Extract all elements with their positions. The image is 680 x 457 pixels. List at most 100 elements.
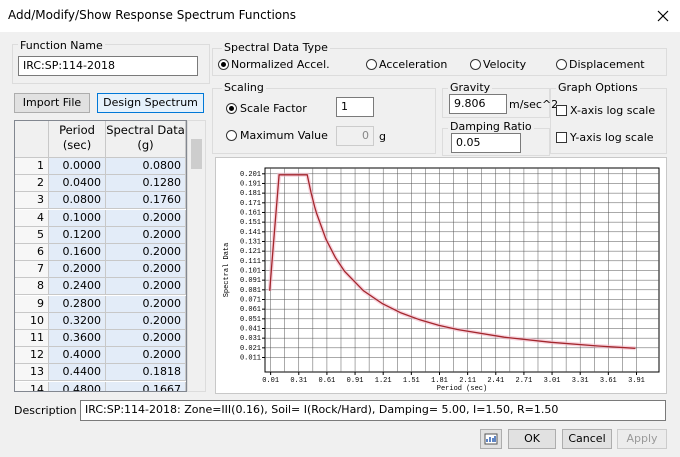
group-label: Spectral Data Type xyxy=(222,41,330,54)
table-cell: 0.0400 xyxy=(49,175,106,193)
table-cell: 9 xyxy=(15,295,49,313)
table-cell: 4 xyxy=(15,209,49,227)
y-tick-label: 0.201 xyxy=(240,171,261,179)
ok-button[interactable]: OK xyxy=(508,429,556,449)
unit-label: g xyxy=(379,130,386,143)
table-cell: 0.2800 xyxy=(49,295,106,313)
table-cell: 2 xyxy=(15,175,49,193)
table-cell: 0.2000 xyxy=(106,347,186,365)
checkbox[interactable] xyxy=(556,105,567,116)
damping-input[interactable]: 0.05 xyxy=(451,133,521,153)
x-tick-label: 0.01 xyxy=(262,377,279,385)
y-tick-label: 0.091 xyxy=(240,277,261,285)
chart-icon-button[interactable] xyxy=(480,429,502,449)
header-cell: Spectral Data (g) xyxy=(106,121,186,158)
x-axis-label: Period (sec) xyxy=(437,385,487,393)
gravity-group xyxy=(442,88,550,118)
design-spectrum-button[interactable]: Design Spectrum xyxy=(97,93,204,113)
radio-button[interactable] xyxy=(470,59,481,70)
radio-button[interactable] xyxy=(556,59,567,70)
y-tick-label: 0.021 xyxy=(240,345,261,353)
table-cell: 0.1760 xyxy=(106,192,186,210)
table-cell: 0.2000 xyxy=(106,330,186,347)
spectral-type-group xyxy=(212,48,667,76)
table-cell: 0.0800 xyxy=(106,158,186,175)
spectrum-line xyxy=(269,174,636,349)
option-label: Displacement xyxy=(569,58,645,71)
header-cell: Period (sec) xyxy=(49,121,106,158)
table-cell: 0.2000 xyxy=(106,312,186,330)
table-cell: 8 xyxy=(15,278,49,296)
function-name-input[interactable]: IRC:SP:114-2018 xyxy=(18,56,198,76)
table-cell: 12 xyxy=(15,347,49,365)
y-tick-label: 0.111 xyxy=(240,258,261,266)
group-label: Graph Options xyxy=(556,81,640,94)
option-label: Velocity xyxy=(483,58,527,71)
table-cell: 0.1667 xyxy=(106,381,186,391)
option-label: Acceleration xyxy=(379,58,448,71)
table-cell: 13 xyxy=(15,364,49,382)
radio-button[interactable] xyxy=(366,59,377,70)
header-text: Spectral Data xyxy=(106,123,185,137)
description-box: IRC:SP:114-2018: Zone=III(0.16), Soil= I… xyxy=(80,400,666,421)
table-cell: 10 xyxy=(15,312,49,330)
table-cell: 11 xyxy=(15,330,49,347)
group-label: Scaling xyxy=(222,81,266,94)
window-title: Add/Modify/Show Response Spectrum Functi… xyxy=(8,8,296,22)
radio-button[interactable] xyxy=(218,59,229,70)
table-cell: 0.4000 xyxy=(49,347,106,365)
table-cell: 14 xyxy=(15,381,49,391)
table-cell: 0.4400 xyxy=(49,364,106,382)
cancel-button[interactable]: Cancel xyxy=(562,429,612,449)
table-cell: 1 xyxy=(15,158,49,175)
table-cell: 0.1200 xyxy=(49,226,106,244)
x-tick-label: 3.61 xyxy=(600,377,617,385)
maximum-value-input: 0 xyxy=(336,126,374,146)
table-cell: 0.0000 xyxy=(49,158,106,175)
y-tick-label: 0.081 xyxy=(240,287,261,295)
x-tick-label: 0.31 xyxy=(290,377,307,385)
unit-label: m/sec^2 xyxy=(509,98,559,111)
y-tick-label: 0.161 xyxy=(240,209,261,217)
table-cell: 0.2000 xyxy=(106,261,186,279)
x-tick-label: 3.01 xyxy=(544,377,561,385)
option-label: Normalized Accel. xyxy=(231,58,330,71)
y-tick-label: 0.131 xyxy=(240,238,261,246)
header-text: (sec) xyxy=(62,138,92,152)
option-label: Y-axis log scale xyxy=(570,131,654,144)
y-tick-label: 0.101 xyxy=(240,267,261,275)
scrollbar[interactable] xyxy=(187,120,206,392)
y-tick-label: 0.171 xyxy=(240,200,261,208)
title-bar xyxy=(0,0,680,32)
table-cell: 0.1818 xyxy=(106,364,186,382)
x-tick-label: 2.41 xyxy=(487,377,504,385)
option-label: Scale Factor xyxy=(240,102,307,115)
checkbox[interactable] xyxy=(556,132,567,143)
table-cell: 0.2000 xyxy=(106,278,186,296)
y-tick-label: 0.181 xyxy=(240,190,261,198)
x-tick-label: 2.71 xyxy=(516,377,533,385)
import-file-button[interactable]: Import File xyxy=(14,93,90,113)
close-button[interactable] xyxy=(656,9,670,23)
table-cell: 0.1280 xyxy=(106,175,186,193)
scaling-group xyxy=(212,88,436,154)
table-cell: 0.2000 xyxy=(106,244,186,261)
scale-factor-input[interactable]: 1 xyxy=(336,97,374,117)
table-cell: 0.3200 xyxy=(49,312,106,330)
apply-button: Apply xyxy=(617,429,667,449)
table-cell: 3 xyxy=(15,192,49,210)
y-tick-label: 0.121 xyxy=(240,248,261,256)
x-tick-label: 3.31 xyxy=(572,377,589,385)
x-tick-label: 3.91 xyxy=(628,377,645,385)
x-tick-label: 1.21 xyxy=(375,377,392,385)
table-cell: 0.0800 xyxy=(49,192,106,210)
y-tick-label: 0.061 xyxy=(240,306,261,314)
radio-button[interactable] xyxy=(226,103,237,114)
y-tick-label: 0.141 xyxy=(240,229,261,237)
group-label: Damping Ratio xyxy=(448,120,534,133)
y-tick-label: 0.011 xyxy=(240,354,261,362)
gravity-input[interactable]: 9.806 xyxy=(449,94,507,114)
header-cell xyxy=(15,121,49,158)
table-cell: 0.4800 xyxy=(49,381,106,391)
radio-button[interactable] xyxy=(226,130,237,141)
